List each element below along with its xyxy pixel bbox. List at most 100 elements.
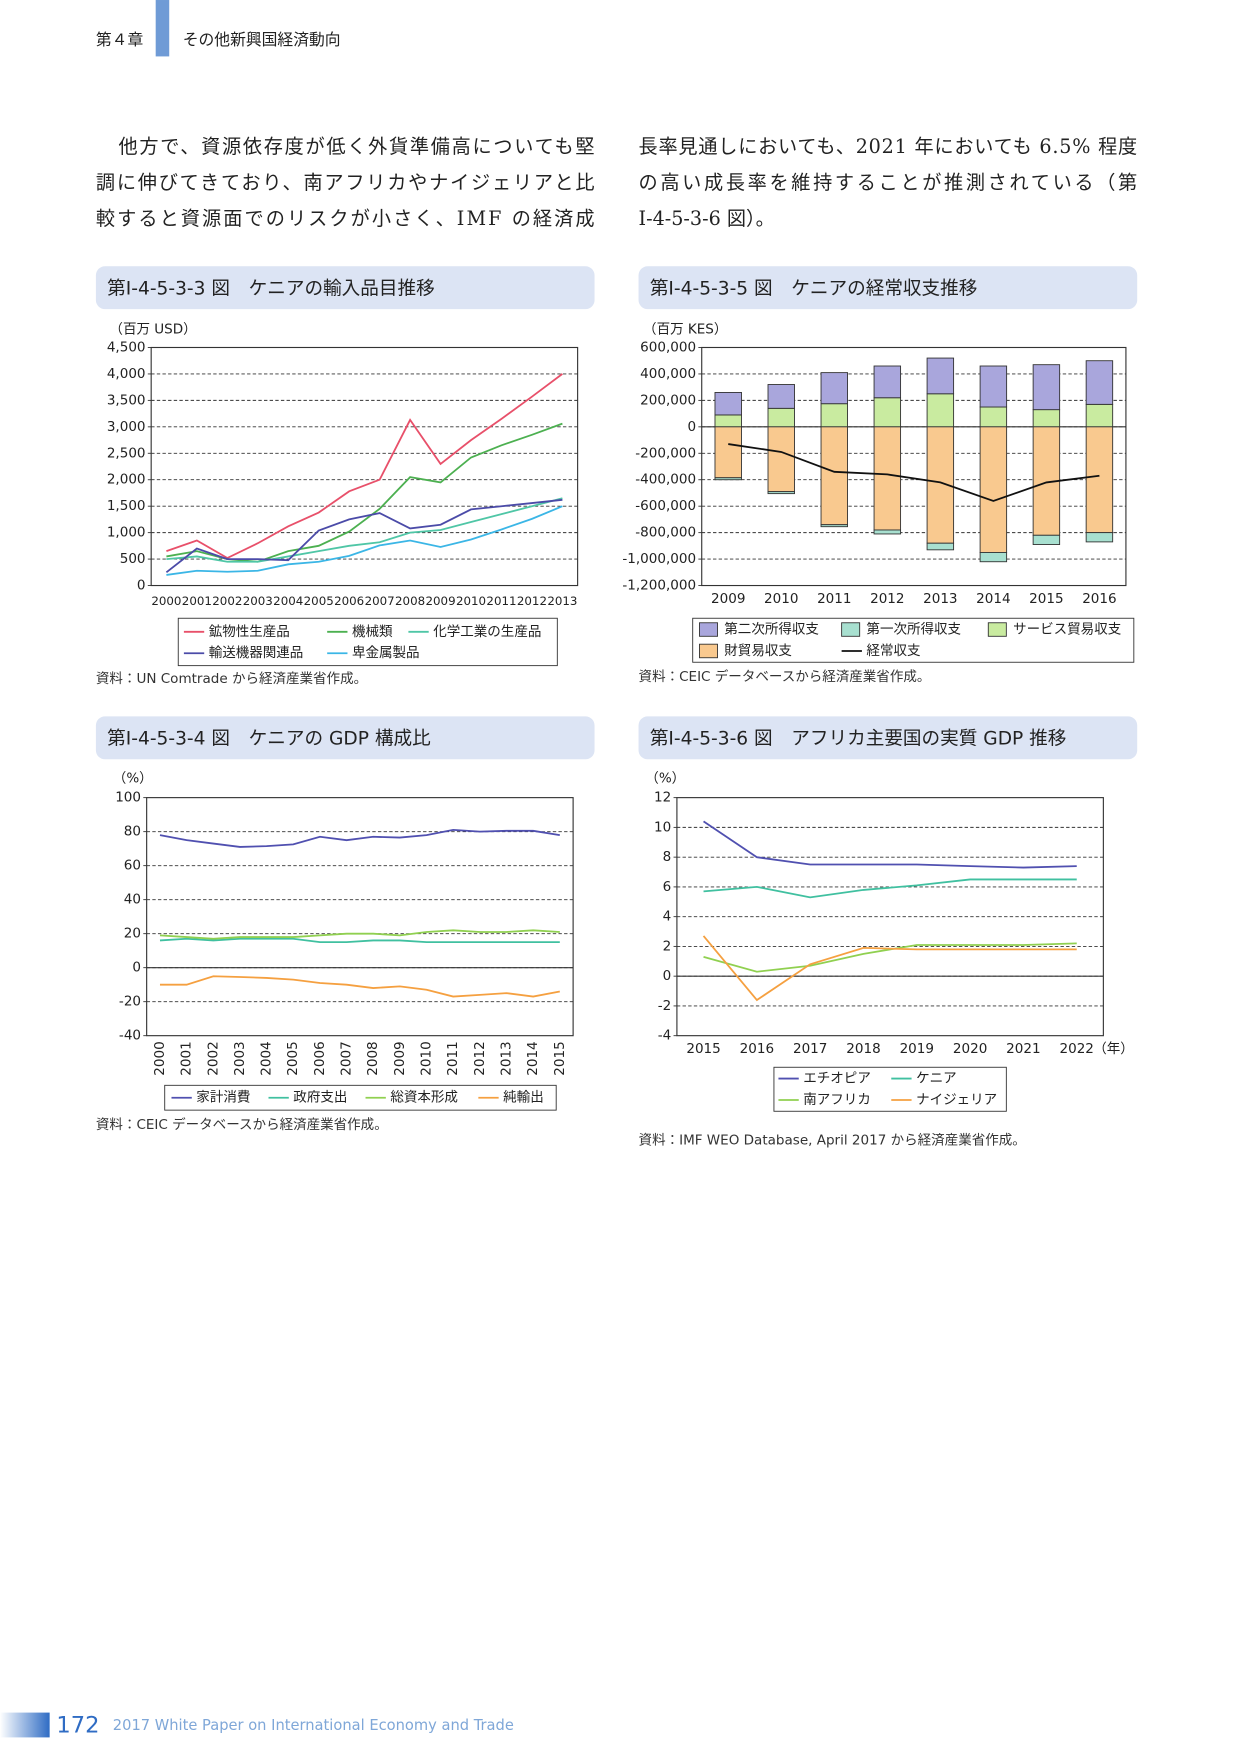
x-tick-label: 2005 <box>304 594 334 608</box>
bar-segment <box>714 426 742 479</box>
legend-label: 南アフリカ <box>803 1092 871 1108</box>
series-line <box>703 878 1077 899</box>
bar-segment <box>767 384 795 409</box>
legend-label: 純輸出 <box>503 1090 544 1106</box>
legend-label: 機械類 <box>352 624 393 640</box>
legend-label: 総資本形成 <box>390 1090 458 1106</box>
bar-segment <box>714 414 742 428</box>
body-line: 長率見通しにおいても、2021 年においても 6.5% 程度 <box>639 135 1138 158</box>
x-tick-label: 2001 <box>182 594 212 608</box>
x-tick-label: 2005 <box>285 1041 301 1075</box>
y-tick-label: -1,200,000 <box>622 578 696 594</box>
series-line <box>159 975 560 998</box>
legend-label: 家計消費 <box>196 1090 250 1106</box>
series-line <box>159 929 560 940</box>
legend-label: サービス貿易収支 <box>1013 622 1121 638</box>
x-unit: （年） <box>1093 1041 1134 1057</box>
body-line: の高い成長率を維持することが推測されている（第 <box>639 171 1138 194</box>
y-tick-label: -200,000 <box>635 445 696 461</box>
x-tick-label: 2013 <box>498 1041 514 1075</box>
legend-label: 政府支出 <box>293 1090 347 1106</box>
bar-segment <box>873 426 902 531</box>
figure-title: 第Ⅰ-4-5-3-4 図 ケニアの GDP 構成比 <box>107 728 431 749</box>
x-tick-label: 2003 <box>232 1041 248 1075</box>
y-tick-label: 40 <box>124 892 141 908</box>
x-tick-label: 2012 <box>870 591 904 607</box>
y-tick-label: 6 <box>663 879 672 895</box>
chart: （百万 KES） -1,200,000 -1,000,000 -800,000 -600… <box>622 321 1135 663</box>
bar-segment <box>767 491 795 495</box>
x-tick-label: 2017 <box>793 1041 827 1057</box>
series-line <box>702 935 1077 1002</box>
series-line <box>165 498 563 574</box>
legend-swatch <box>987 622 1007 637</box>
bar-segment <box>820 524 848 528</box>
y-tick-label: 0 <box>137 578 146 594</box>
y-tick-label: 600,000 <box>640 339 696 355</box>
x-tick-label: 2009 <box>392 1041 408 1075</box>
x-tick-label: 2001 <box>179 1041 195 1075</box>
x-tick-label: 2010 <box>764 591 798 607</box>
y-tick-label: -800,000 <box>635 525 696 541</box>
y-tick-label: 200,000 <box>640 392 696 408</box>
legend-frame <box>692 617 1135 663</box>
y-tick-label: 2 <box>663 938 672 954</box>
x-tick-label: 2010 <box>456 594 486 608</box>
legend-frame <box>177 617 558 667</box>
x-tick-label: 2012 <box>472 1041 488 1075</box>
series-line <box>159 937 560 944</box>
bar-segment <box>1085 426 1114 534</box>
legend-frame <box>773 1066 1007 1112</box>
body-line: 較すると資源面でのリスクが小さく、IMF の経済成 <box>96 207 595 230</box>
figure-title-box <box>638 716 1138 760</box>
x-tick-label: 2022 <box>1060 1041 1094 1057</box>
footer-bar <box>0 1712 50 1738</box>
chart: （%） -4 -2 0 2 4 6 8 10 12 2015 2016 2017 2018 2019 2020… <box>645 770 1134 1112</box>
y-tick-label: -1,000,000 <box>622 551 696 567</box>
bar-segment <box>820 372 848 405</box>
legend-label: 輸送機器関連品 <box>209 645 304 661</box>
y-tick-label: 4,000 <box>107 366 146 382</box>
x-tick-label: 2007 <box>365 594 395 608</box>
legend-label: ナイジェリア <box>916 1092 997 1108</box>
plot-frame <box>676 797 1104 1037</box>
figure-title-box <box>95 716 595 760</box>
figure-title: 第Ⅰ-4-5-3-3 図 ケニアの輸入品目推移 <box>107 278 435 299</box>
x-tick-label: 2007 <box>339 1041 355 1075</box>
plot-frame <box>150 346 579 587</box>
bar-segment <box>926 393 955 428</box>
bar-segment <box>1085 360 1114 405</box>
x-tick-label: 2013 <box>923 591 957 607</box>
body-line: 調に伸びてきており、南アフリカやナイジェリアと比 <box>96 171 595 194</box>
x-tick-label: 2014 <box>976 591 1010 607</box>
x-tick-label: 2011 <box>445 1041 461 1075</box>
y-tick-label: 10 <box>654 819 671 835</box>
y-tick-label: 0 <box>132 960 141 976</box>
y-tick-label: 4 <box>663 909 672 925</box>
y-tick-label: 12 <box>654 790 671 806</box>
bar-segment <box>820 403 848 428</box>
x-tick-label: 2015 <box>552 1041 568 1075</box>
legend-swatch <box>699 622 718 637</box>
x-tick-label: 2008 <box>365 1041 381 1075</box>
bar-segment <box>1032 534 1061 545</box>
series-line <box>159 828 560 848</box>
legend-label: 経常収支 <box>866 643 920 659</box>
x-tick-label: 2009 <box>711 591 745 607</box>
x-tick-label: 2013 <box>547 594 577 608</box>
x-tick-label: 2011 <box>817 591 851 607</box>
legend-label: 財貿易収支 <box>724 643 792 659</box>
series-line <box>166 373 563 560</box>
bar-segment <box>873 529 902 535</box>
bar-segment <box>979 365 1008 408</box>
y-tick-label: -400,000 <box>635 472 696 488</box>
chart: （%） -40 -20 0 20 40 60 80 100 2000 2001 2002 2003 200… <box>113 770 574 1111</box>
figure-title-box <box>638 266 1138 310</box>
y-unit: （%） <box>645 770 685 786</box>
y-tick-label: 60 <box>124 858 141 874</box>
x-tick-label: 2008 <box>395 594 425 608</box>
y-tick-label: 8 <box>663 849 672 865</box>
y-unit: （百万 USD） <box>109 321 196 337</box>
